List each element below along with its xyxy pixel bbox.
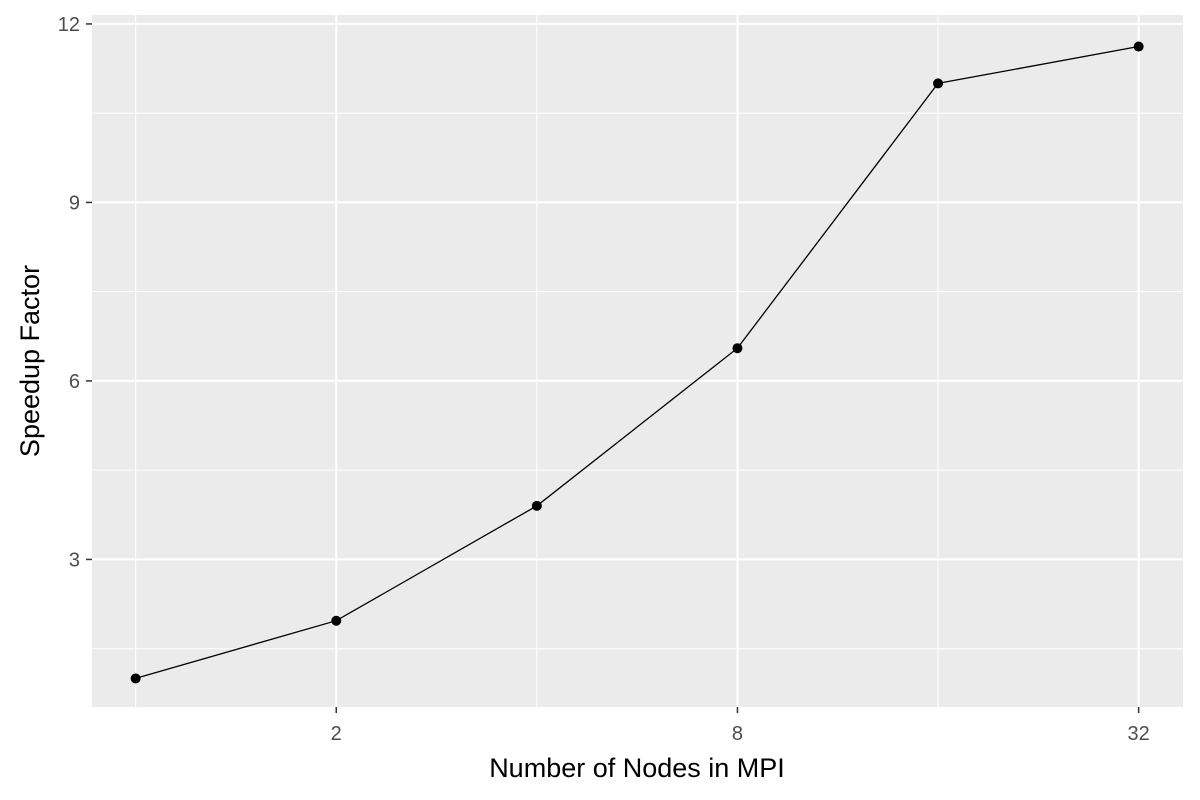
y-tick-label: 3 (69, 549, 80, 571)
data-point (732, 343, 743, 354)
data-point (933, 78, 944, 89)
y-tick-label: 12 (58, 14, 80, 36)
y-tick-label: 9 (69, 192, 80, 214)
x-tick-label: 8 (732, 723, 743, 745)
series-layer (130, 41, 1144, 684)
minor-gridlines (92, 15, 1183, 707)
axis-ticks (86, 23, 1140, 713)
x-tick-label: 32 (1128, 723, 1150, 745)
x-tick-label: 2 (331, 723, 342, 745)
y-axis-title: Speedup Factor (15, 265, 45, 457)
series-line (135, 45, 1139, 680)
plot-panel (92, 15, 1183, 707)
data-point (331, 615, 342, 626)
major-gridlines (92, 15, 1183, 707)
x-axis-title: Number of Nodes in MPI (489, 753, 785, 783)
data-point (1133, 41, 1144, 52)
data-point (130, 673, 141, 684)
y-tick-label: 6 (69, 371, 80, 393)
data-point (531, 500, 542, 511)
tick-labels: 2 8 32 3 6 9 12 (58, 14, 1150, 745)
